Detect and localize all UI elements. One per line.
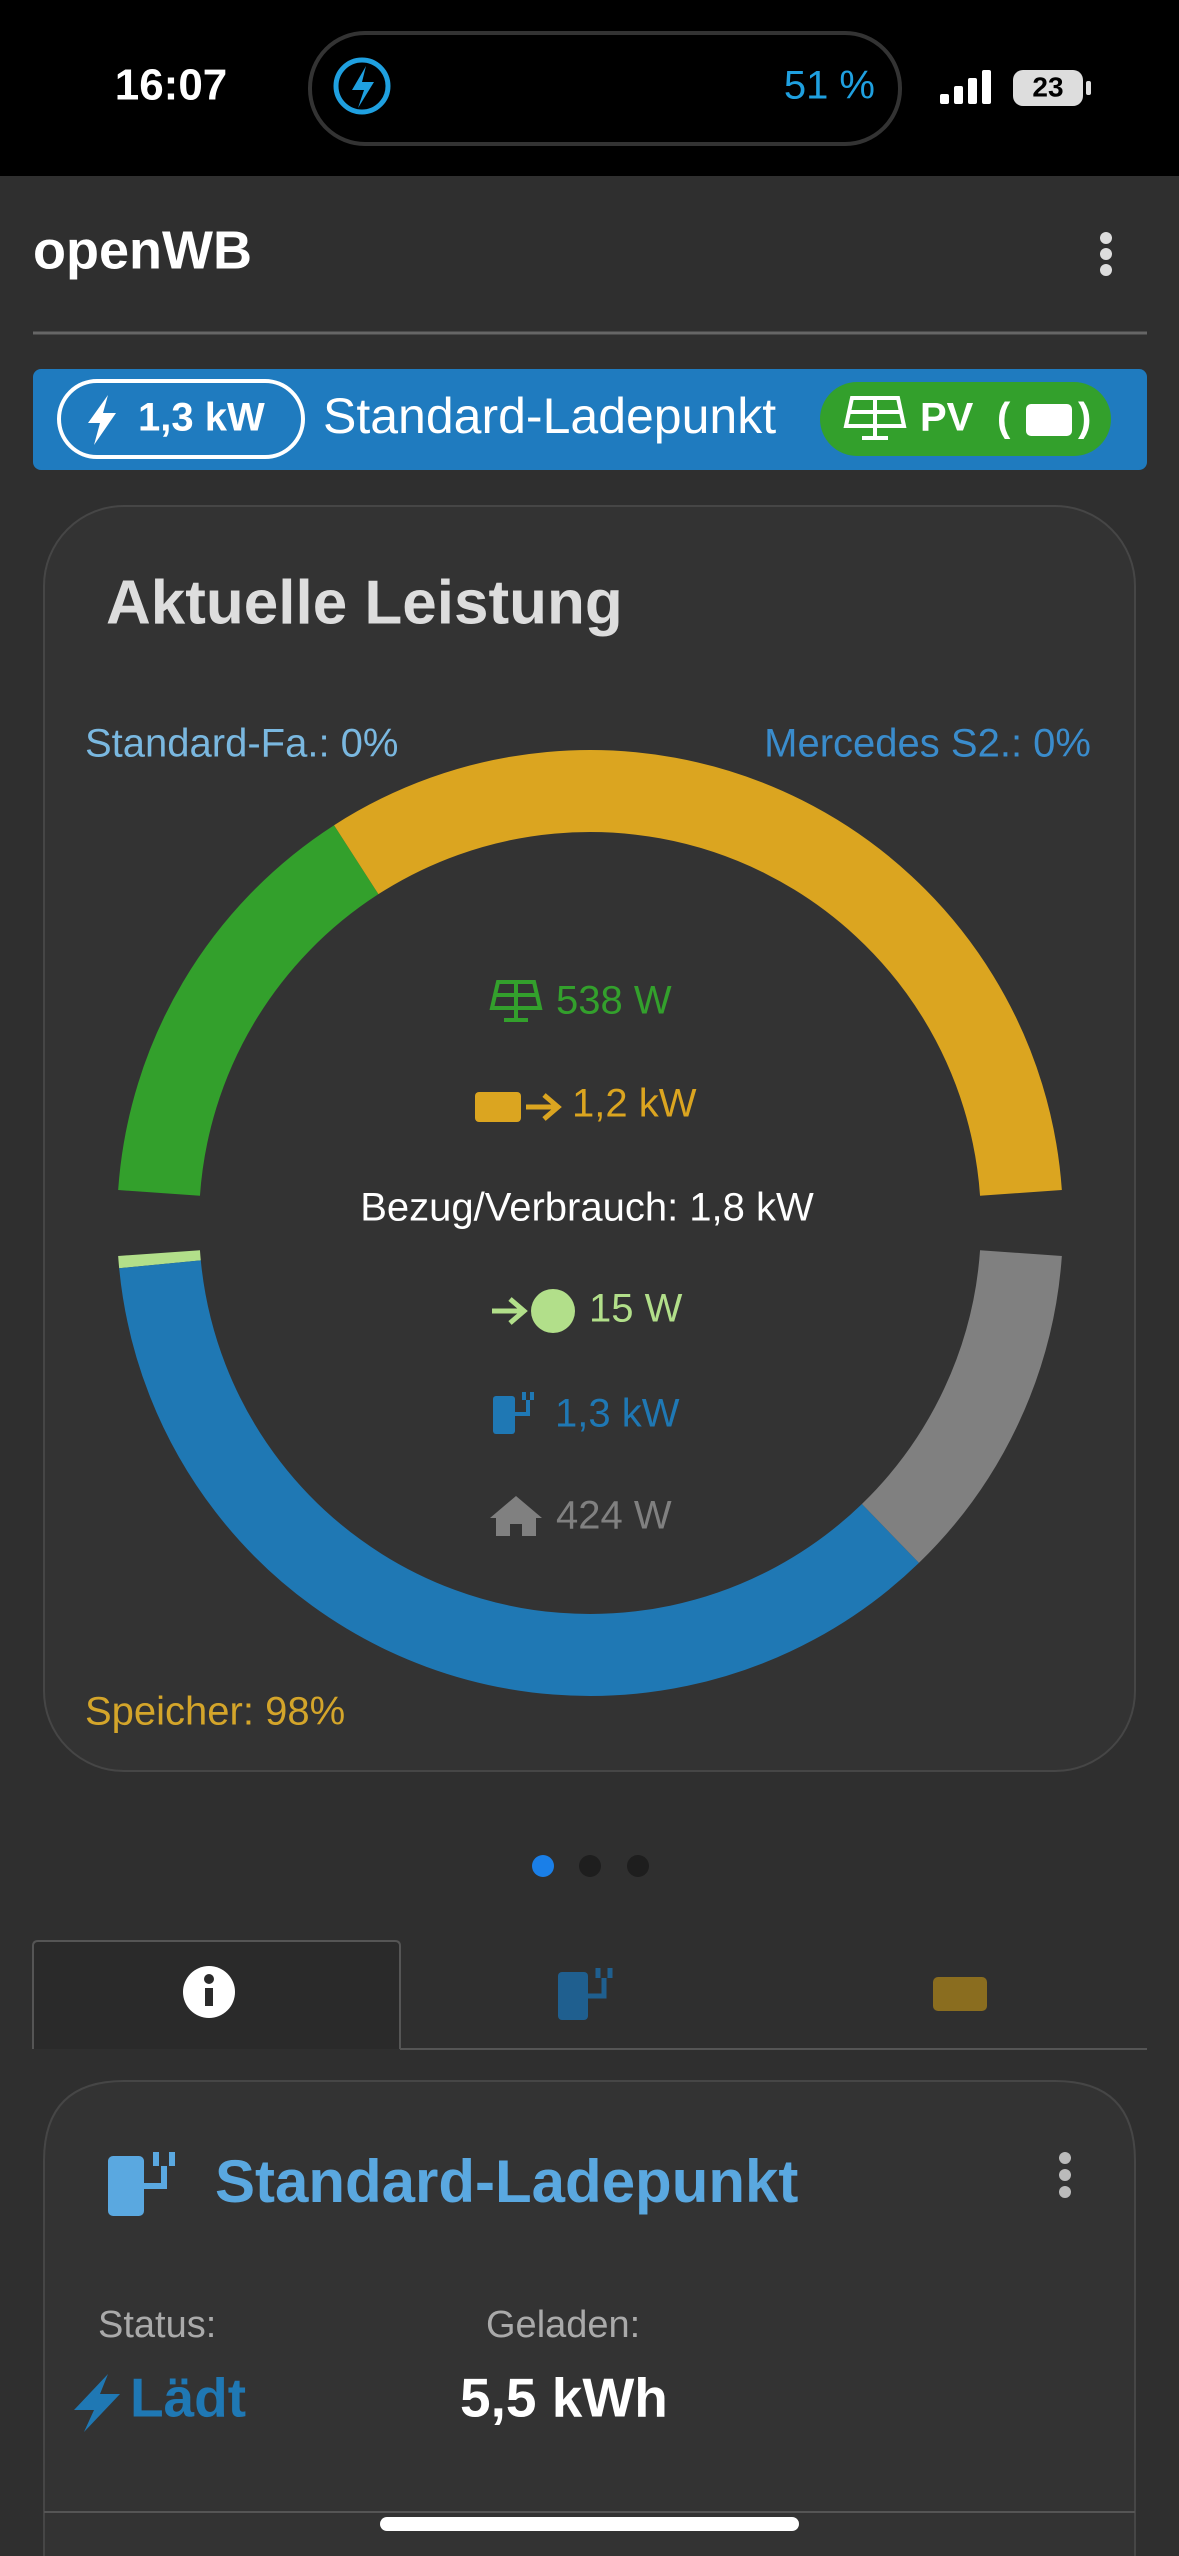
charged-label: Geladen: [486, 2304, 640, 2346]
page-dot[interactable] [627, 1855, 649, 1877]
power-card [43, 505, 1136, 1772]
mode-paren-close: ) [1078, 396, 1091, 440]
donut-segment [119, 1260, 919, 1696]
donut-segment [118, 825, 379, 1197]
power-value: 1,2 kW [572, 1082, 697, 1126]
storage-soc: Speicher: 98% [85, 1690, 345, 1734]
battery-level: 23 [1032, 71, 1063, 102]
house-icon [490, 1496, 542, 1536]
status-value: Lädt [130, 2367, 246, 2429]
charger-icon [493, 1392, 534, 1434]
card-title: Aktuelle Leistung [106, 568, 623, 637]
status-bolt [74, 2374, 120, 2432]
chargepoint-menu[interactable] [1059, 2152, 1071, 2198]
donut [118, 750, 1062, 1696]
battery-tip [1086, 81, 1091, 95]
battery-icon [1013, 70, 1083, 106]
page-dot-active[interactable] [532, 1855, 554, 1877]
banner-chargepoint: Standard-Ladepunkt [323, 388, 776, 444]
power-pill [57, 379, 305, 459]
vehicle-right: Mercedes S2.: 0% [764, 722, 1091, 766]
status-label: Status: [98, 2304, 216, 2346]
grid-export-icon [492, 1289, 575, 1333]
banner-power: 1,3 kW [138, 396, 265, 440]
pv-icon [489, 980, 543, 1022]
battery-mode-icon [1026, 404, 1072, 436]
chargepoint-card [43, 2080, 1136, 2556]
mode-label: PV [920, 396, 974, 440]
chargepoint-icon [108, 2152, 175, 2216]
info-icon-bar [205, 1988, 213, 2006]
tab-charger[interactable] [558, 1968, 613, 2020]
power-value: 15 W [589, 1287, 683, 1331]
dynamic-island [308, 31, 902, 146]
vehicle-left: Standard-Fa.: 0% [85, 722, 399, 766]
charged-value: 5,5 kWh [460, 2367, 668, 2429]
donut-segment [334, 750, 1062, 1196]
page-dot[interactable] [579, 1855, 601, 1877]
signal-icon [940, 70, 991, 104]
mode-paren-open: ( [997, 396, 1011, 440]
summary: Bezug/Verbrauch: 1,8 kW [360, 1186, 814, 1230]
power-value: 1,3 kW [555, 1392, 680, 1436]
bolt-icon [88, 395, 116, 445]
app-title: openWB [33, 220, 252, 280]
power-value: 424 W [556, 1494, 672, 1538]
battery-percent: 51 % [784, 64, 875, 108]
info-icon-dot [204, 1974, 214, 1984]
pv-icon [843, 396, 907, 440]
battery-discharge-icon [475, 1092, 562, 1122]
donut-segment [861, 1249, 1062, 1563]
charge-icon [333, 57, 391, 115]
power-value: 538 W [556, 979, 672, 1023]
chargepoint-title: Standard-Ladepunkt [215, 2148, 798, 2215]
menu-button[interactable] [1100, 232, 1112, 276]
mode-pill [820, 382, 1111, 456]
tab-battery[interactable] [933, 1977, 987, 2011]
time: 16:07 [115, 61, 228, 110]
home-indicator [380, 2517, 799, 2531]
bolt-icon [352, 66, 374, 108]
donut-segment [118, 1250, 201, 1269]
